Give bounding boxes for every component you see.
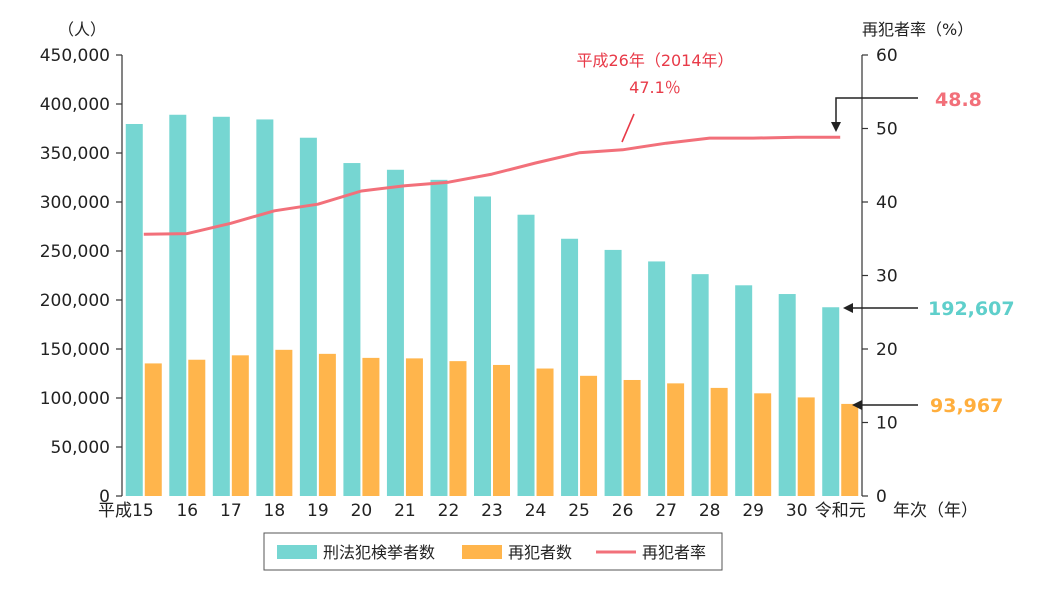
bar-reoffenders-6 [405, 358, 423, 496]
left-tick-label-1: 50,000 [51, 438, 110, 458]
rate-callout-arrow [831, 97, 918, 132]
rate-series-line [143, 135, 841, 236]
bar-reoffenders-1 [188, 359, 206, 496]
right-tick-label-4: 40 [876, 193, 898, 213]
x-tick-label-16: 令和元 [815, 501, 866, 521]
left-unit-label: （人） [58, 20, 106, 39]
x-tick-label-5: 20 [351, 501, 373, 521]
right-tick-label-5: 50 [876, 120, 898, 140]
right-tick-label-1: 10 [876, 414, 898, 434]
bar-reoffenders-12 [667, 383, 685, 496]
reoffenders-callout-value: 93,967 [930, 395, 1003, 417]
bar-reoffenders-16 [841, 403, 859, 496]
x-tick-label-9: 24 [525, 501, 547, 521]
bar-arrests-12 [648, 261, 666, 496]
bar-arrests-14 [735, 285, 753, 496]
bar-arrests-3 [256, 119, 274, 496]
bar-arrests-8 [474, 196, 491, 496]
bar-reoffenders-2 [231, 355, 249, 496]
x-tick-label-13: 28 [699, 501, 721, 521]
left-tick-label-6: 300,000 [40, 193, 110, 213]
left-tick-label-9: 450,000 [40, 46, 110, 66]
bar-arrests-7 [430, 179, 448, 496]
x-tick-label-11: 26 [612, 501, 634, 521]
right-axis-ticks: 0 10 20 30 40 50 60 [862, 46, 898, 507]
bar-arrests-13 [691, 274, 709, 496]
legend: 刑法犯検挙者数 再犯者数 再犯者率 [263, 532, 723, 571]
peak-annotation-year: 平成26年（2014年） [576, 51, 733, 70]
x-tick-label-7: 22 [438, 501, 460, 521]
bar-reoffenders-4 [318, 353, 336, 496]
rate-callout-value: 48.8 [935, 89, 982, 111]
right-tick-label-0: 0 [876, 487, 887, 507]
right-tick-label-3: 30 [876, 267, 898, 287]
legend-label-arrests: 刑法犯検挙者数 [323, 543, 435, 562]
x-tick-label-2: 17 [220, 501, 242, 521]
left-tick-label-0: 0 [99, 487, 110, 507]
bar-reoffenders-13 [710, 387, 728, 496]
legend-label-rate: 再犯者率 [642, 543, 706, 562]
left-tick-label-3: 150,000 [40, 340, 110, 360]
x-tick-label-0: 平成15 [98, 501, 154, 521]
bar-arrests-9 [517, 214, 535, 496]
bar-arrests-2 [212, 116, 230, 496]
bar-reoffenders-11 [623, 379, 641, 496]
bar-reoffenders-15 [797, 397, 815, 496]
bar-arrests-10 [561, 238, 579, 496]
x-tick-label-1: 16 [176, 501, 198, 521]
bar-arrests-0 [125, 123, 143, 496]
peak-annotation-rate: 47.1％ [629, 78, 681, 97]
right-tick-label-2: 20 [876, 340, 898, 360]
bar-reoffenders-0 [144, 363, 162, 496]
bar-arrests-5 [343, 163, 361, 497]
rate-line-group [143, 135, 841, 236]
bar-arrests-1 [169, 114, 187, 496]
x-tick-label-6: 21 [394, 501, 416, 521]
peak-annotation-pointer [621, 113, 635, 143]
left-tick-label-4: 200,000 [40, 291, 110, 311]
right-unit-label: 再犯者率（%） [862, 20, 973, 39]
left-tick-label-2: 100,000 [40, 389, 110, 409]
bar-arrests-4 [299, 137, 317, 496]
bar-reoffenders-3 [275, 349, 293, 496]
arrests-callout-value: 192,607 [928, 298, 1015, 320]
x-tick-label-15: 30 [786, 501, 808, 521]
bar-reoffenders-14 [754, 393, 772, 496]
bar-arrests-11 [604, 249, 622, 496]
left-tick-label-5: 250,000 [40, 242, 110, 262]
x-axis-ticks: 平成15 16 17 18 19 20 21 22 23 24 25 26 27 28 29 30 令和元 [98, 501, 866, 521]
legend-swatch-arrests [277, 545, 317, 559]
x-tick-label-4: 19 [307, 501, 329, 521]
bar-reoffenders-9 [536, 368, 554, 496]
legend-label-reoffenders: 再犯者数 [508, 543, 572, 562]
bar-arrests-6 [386, 169, 404, 496]
bar-reoffenders-5 [362, 357, 380, 496]
bar-reoffenders-7 [449, 361, 467, 496]
left-tick-label-7: 350,000 [40, 144, 110, 164]
left-axis-ticks: 0 50,000 100,000 150,000 200,000 250,000 300,0… [40, 46, 122, 507]
x-unit-label: 年次（年） [893, 501, 978, 521]
x-tick-label-14: 29 [742, 501, 764, 521]
x-tick-label-8: 23 [481, 501, 503, 521]
x-tick-label-12: 27 [655, 501, 677, 521]
bar-arrests-15 [778, 294, 796, 496]
x-tick-label-10: 25 [568, 501, 590, 521]
legend-swatch-reoffenders [462, 545, 502, 559]
left-tick-label-8: 400,000 [40, 95, 110, 115]
x-tick-label-3: 18 [264, 501, 286, 521]
right-tick-label-6: 60 [876, 46, 898, 66]
bar-arrests-16 [822, 307, 840, 496]
bar-reoffenders-8 [493, 364, 510, 496]
bar-reoffenders-10 [580, 375, 598, 496]
bars-group [125, 114, 859, 497]
